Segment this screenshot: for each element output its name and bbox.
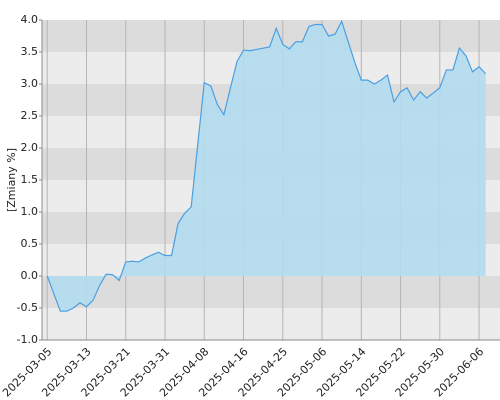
y-tick-label: 1.0 xyxy=(21,205,39,218)
y-tick-label: -0.5 xyxy=(17,301,38,314)
y-tick-label: 3.0 xyxy=(21,77,39,90)
y-tick-label: 0.5 xyxy=(21,237,39,250)
y-tick-label: 3.5 xyxy=(21,45,39,58)
y-tick-label: 0.0 xyxy=(21,269,39,282)
y-tick-label: 2.0 xyxy=(21,141,39,154)
line xyxy=(46,19,487,312)
y-tick-label: 2.5 xyxy=(21,109,39,122)
grid-band xyxy=(42,308,500,340)
y-tick-label: 1.5 xyxy=(21,173,39,186)
area xyxy=(47,21,486,312)
y-tick-label: -1.0 xyxy=(17,333,38,346)
grid-band xyxy=(42,276,500,308)
y-axis-label: [Zmiany %] xyxy=(5,148,18,212)
y-tick-label: 4.0 xyxy=(21,13,39,26)
